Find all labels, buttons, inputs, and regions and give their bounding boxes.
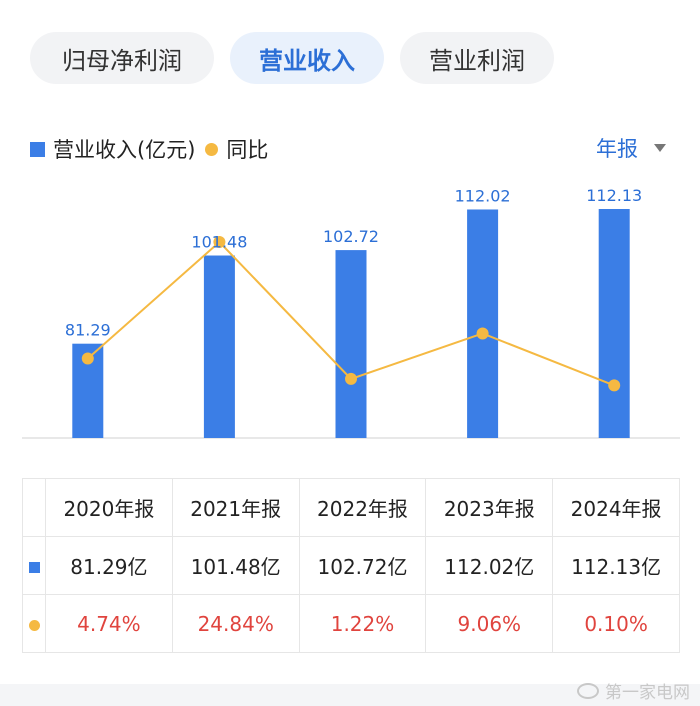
data-table: 2020年报 2021年报 2022年报 2023年报 2024年报 81.29… — [22, 478, 680, 653]
tab-operating-profit[interactable]: 营业利润 — [400, 32, 554, 84]
yoy-point — [213, 236, 226, 248]
table-header: 2024年报 — [552, 478, 680, 537]
table-header: 2022年报 — [298, 478, 427, 537]
table-header: 2021年报 — [171, 478, 300, 537]
weibo-icon — [577, 682, 599, 699]
table-cell: 102.72亿 — [298, 536, 427, 595]
revenue-chart: 81.29 101.48 102.72 112.02 112.13 — [22, 186, 680, 439]
legend-line-swatch — [205, 142, 219, 156]
bar-value-label: 81.29 — [65, 321, 111, 340]
bar-value-label: 112.13 — [586, 186, 642, 205]
table-cell: 0.10% — [552, 594, 680, 653]
legend-bar-swatch — [30, 141, 45, 157]
table-header-row: 2020年报 2021年报 2022年报 2023年报 2024年报 — [22, 478, 680, 537]
revenue-bar — [467, 209, 499, 438]
legend-bar-label: 营业收入(亿元) — [53, 138, 196, 162]
table-cell: 24.84% — [171, 594, 300, 653]
yoy-point — [608, 379, 621, 392]
table-row-revenue: 81.29亿 101.48亿 102.72亿 112.02亿 112.13亿 — [22, 536, 680, 595]
period-selector[interactable]: 年报 — [596, 133, 666, 163]
revenue-bar — [598, 209, 630, 438]
revenue-bar — [203, 255, 235, 438]
table-cell: 81.29亿 — [45, 536, 173, 595]
yoy-point — [345, 372, 357, 385]
table-header: 2023年报 — [425, 478, 554, 537]
footer-bar — [0, 684, 700, 706]
table-cell: 112.13亿 — [552, 536, 680, 595]
tab-net-profit[interactable]: 归母净利润 — [30, 32, 214, 84]
table-header: 2020年报 — [45, 478, 173, 537]
table-cell: 1.22% — [298, 594, 427, 653]
chevron-down-icon — [654, 144, 666, 152]
tab-revenue[interactable]: 营业收入 — [230, 32, 384, 84]
yoy-point — [476, 327, 489, 340]
legend-line-label: 同比 — [226, 138, 269, 162]
chart-legend: 营业收入(亿元) 同比 — [30, 134, 268, 164]
watermark: 第一家电网 — [577, 678, 690, 703]
bar-value-label: 102.72 — [323, 227, 379, 246]
revenue-marker-icon — [28, 561, 40, 573]
yoy-point — [81, 352, 94, 365]
table-row-yoy: 4.74% 24.84% 1.22% 9.06% 0.10% — [22, 594, 680, 653]
table-cell: 101.48亿 — [171, 536, 300, 595]
bar-value-label: 101.48 — [191, 233, 247, 252]
watermark-text: 第一家电网 — [605, 683, 690, 703]
metric-tabs: 归母净利润 营业收入 营业利润 — [30, 32, 554, 84]
yoy-marker-icon — [28, 619, 40, 631]
table-cell: 9.06% — [425, 594, 554, 653]
table-cell: 4.74% — [45, 594, 173, 653]
period-selector-label: 年报 — [596, 137, 638, 161]
table-cell: 112.02亿 — [425, 536, 554, 595]
revenue-bar — [335, 250, 367, 438]
bar-value-label: 112.02 — [455, 186, 511, 205]
